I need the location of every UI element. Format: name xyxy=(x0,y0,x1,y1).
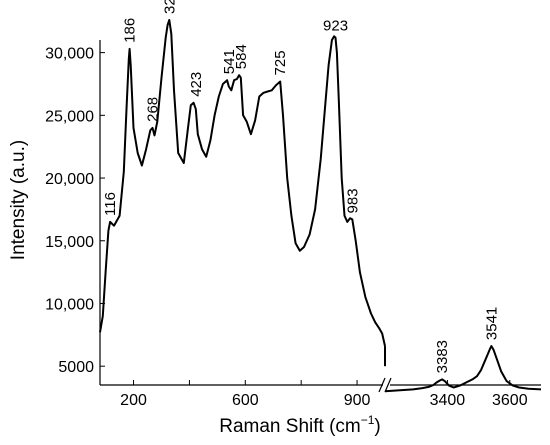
axes: 5000 10,000 15,000 20,000 25,000 30,000 200 600… xyxy=(45,40,541,409)
y-tick-label: 20,000 xyxy=(45,171,94,188)
y-tick-label: 15,000 xyxy=(45,234,94,251)
x-tick-label: 600 xyxy=(232,392,259,409)
x-axis-title-superscript: −1 xyxy=(361,413,375,427)
x-tick-label: 3400 xyxy=(430,392,466,409)
spectrum-line-segment-1 xyxy=(99,19,386,347)
peak-label-116: 116 xyxy=(102,192,119,216)
peak-label-3383: 3383 xyxy=(434,340,451,373)
series-group xyxy=(99,19,542,393)
x-tick-label: 900 xyxy=(344,392,371,409)
peak-label-983: 983 xyxy=(344,188,361,213)
peak-label-584: 584 xyxy=(233,44,250,69)
y-tick-label: 10,000 xyxy=(45,296,94,313)
x-axis-title: Raman Shift (cm−1) xyxy=(219,413,381,437)
x-tick-label: 3600 xyxy=(492,392,528,409)
peak-label-423: 423 xyxy=(188,72,205,97)
axis-break-mark xyxy=(378,377,392,393)
peak-label-186: 186 xyxy=(122,18,139,43)
peak-label-3541: 3541 xyxy=(483,307,500,340)
peak-label-328: 328 xyxy=(161,0,178,14)
y-tick-label: 5000 xyxy=(58,359,94,376)
peak-label-541: 541 xyxy=(221,49,238,74)
y-axis-title: Intensity (a.u.) xyxy=(8,140,29,260)
x-axis-title-close: ) xyxy=(374,416,380,437)
y-tick-label: 25,000 xyxy=(45,108,94,125)
peak-label-923: 923 xyxy=(323,17,348,34)
spectrum-line-segment-2 xyxy=(384,345,542,393)
x-axis-title-main: Raman Shift (cm xyxy=(219,416,360,437)
x-tick-label: 200 xyxy=(120,392,147,409)
peak-label-725: 725 xyxy=(272,50,289,75)
peak-label-268: 268 xyxy=(145,97,162,122)
y-tick-label: 30,000 xyxy=(45,46,94,63)
